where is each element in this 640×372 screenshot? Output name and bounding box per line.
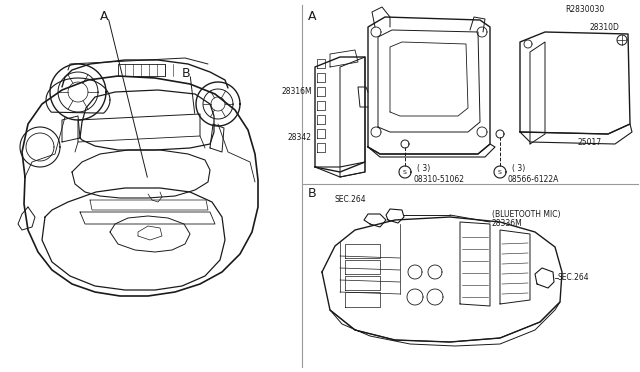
Text: B: B xyxy=(308,187,317,200)
Text: ( 3): ( 3) xyxy=(512,164,525,173)
Text: A: A xyxy=(308,10,317,23)
Text: ( 3): ( 3) xyxy=(417,164,430,173)
Text: 08310-51062: 08310-51062 xyxy=(413,176,464,185)
Text: R2830030: R2830030 xyxy=(565,6,604,15)
Text: S: S xyxy=(403,170,407,174)
Text: 28342: 28342 xyxy=(288,132,312,141)
Text: 28310D: 28310D xyxy=(590,22,620,32)
Text: A: A xyxy=(100,10,109,23)
Text: 25017: 25017 xyxy=(578,138,602,147)
Text: (BLUETOOTH MIC): (BLUETOOTH MIC) xyxy=(492,209,561,218)
Text: SEC.264: SEC.264 xyxy=(558,273,589,282)
Text: 28336M: 28336M xyxy=(492,219,523,228)
Text: 28316M: 28316M xyxy=(282,87,312,96)
Text: 08566-6122A: 08566-6122A xyxy=(508,176,559,185)
Text: B: B xyxy=(182,67,191,80)
Text: S: S xyxy=(498,170,502,174)
Text: SEC.264: SEC.264 xyxy=(334,196,366,205)
